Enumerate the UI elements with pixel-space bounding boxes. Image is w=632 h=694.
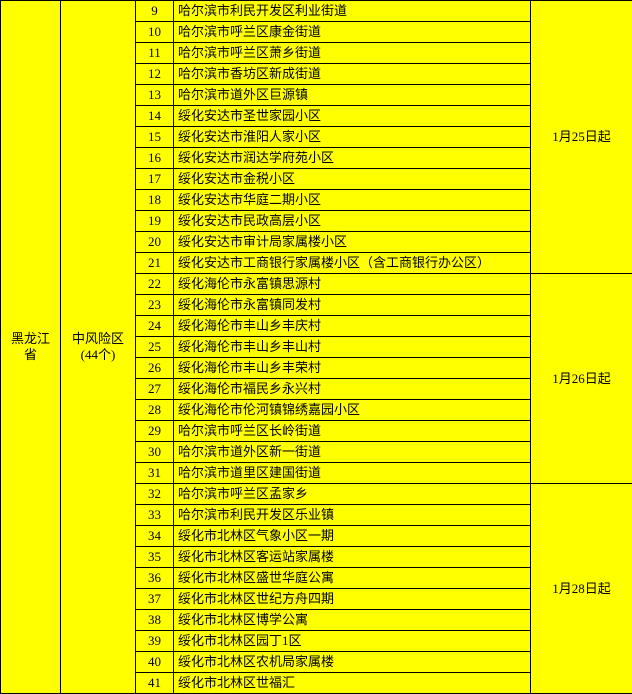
- area-name: 绥化市北林区盛世华庭公寓: [174, 568, 531, 589]
- row-number: 29: [136, 421, 174, 442]
- row-number: 32: [136, 484, 174, 505]
- row-number: 18: [136, 190, 174, 211]
- area-name: 绥化安达市华庭二期小区: [174, 190, 531, 211]
- row-number: 15: [136, 127, 174, 148]
- table-row: 黑龙江省中风险区 (44个)9哈尔滨市利民开发区利业街道1月25日起: [1, 1, 632, 22]
- area-name: 绥化安达市润达学府苑小区: [174, 148, 531, 169]
- date-cell: 1月28日起: [531, 484, 632, 694]
- row-number: 11: [136, 43, 174, 64]
- row-number: 39: [136, 631, 174, 652]
- row-number: 38: [136, 610, 174, 631]
- area-name: 绥化海伦市永富镇思源村: [174, 274, 531, 295]
- row-number: 12: [136, 64, 174, 85]
- area-name: 哈尔滨市道外区新一街道: [174, 442, 531, 463]
- row-number: 28: [136, 400, 174, 421]
- area-name: 绥化市北林区气象小区一期: [174, 526, 531, 547]
- area-name: 绥化市北林区世纪方舟四期: [174, 589, 531, 610]
- area-name: 哈尔滨市呼兰区长岭街道: [174, 421, 531, 442]
- area-name: 绥化海伦市福民乡永兴村: [174, 379, 531, 400]
- area-name: 绥化安达市淮阳人家小区: [174, 127, 531, 148]
- area-name: 绥化海伦市伦河镇锦绣嘉园小区: [174, 400, 531, 421]
- row-number: 25: [136, 337, 174, 358]
- row-number: 35: [136, 547, 174, 568]
- row-number: 26: [136, 358, 174, 379]
- row-number: 36: [136, 568, 174, 589]
- risk-level-cell: 中风险区 (44个): [61, 1, 136, 694]
- row-number: 10: [136, 22, 174, 43]
- row-number: 16: [136, 148, 174, 169]
- area-name: 哈尔滨市利民开发区利业街道: [174, 1, 531, 22]
- row-number: 22: [136, 274, 174, 295]
- area-name: 哈尔滨市香坊区新成街道: [174, 64, 531, 85]
- area-name: 绥化安达市圣世家园小区: [174, 106, 531, 127]
- risk-area-table: 黑龙江省中风险区 (44个)9哈尔滨市利民开发区利业街道1月25日起10哈尔滨市…: [0, 0, 632, 694]
- row-number: 33: [136, 505, 174, 526]
- date-cell: 1月26日起: [531, 274, 632, 484]
- area-name: 哈尔滨市呼兰区孟家乡: [174, 484, 531, 505]
- row-number: 13: [136, 85, 174, 106]
- row-number: 19: [136, 211, 174, 232]
- area-name: 绥化海伦市永富镇同发村: [174, 295, 531, 316]
- area-name: 哈尔滨市呼兰区康金街道: [174, 22, 531, 43]
- row-number: 17: [136, 169, 174, 190]
- province-cell: 黑龙江省: [1, 1, 61, 694]
- area-name: 哈尔滨市利民开发区乐业镇: [174, 505, 531, 526]
- row-number: 31: [136, 463, 174, 484]
- row-number: 27: [136, 379, 174, 400]
- row-number: 23: [136, 295, 174, 316]
- row-number: 20: [136, 232, 174, 253]
- row-number: 34: [136, 526, 174, 547]
- row-number: 30: [136, 442, 174, 463]
- area-name: 哈尔滨市道里区建国街道: [174, 463, 531, 484]
- area-name: 绥化海伦市丰山乡丰庆村: [174, 316, 531, 337]
- row-number: 40: [136, 652, 174, 673]
- area-name: 绥化市北林区园丁1区: [174, 631, 531, 652]
- area-name: 绥化安达市金税小区: [174, 169, 531, 190]
- area-name: 绥化安达市工商银行家属楼小区（含工商银行办公区）: [174, 253, 531, 274]
- area-name: 绥化市北林区博学公寓: [174, 610, 531, 631]
- area-name: 哈尔滨市呼兰区萧乡街道: [174, 43, 531, 64]
- area-name: 绥化安达市审计局家属楼小区: [174, 232, 531, 253]
- area-name: 绥化海伦市丰山乡丰荣村: [174, 358, 531, 379]
- row-number: 14: [136, 106, 174, 127]
- area-name: 绥化市北林区客运站家属楼: [174, 547, 531, 568]
- row-number: 37: [136, 589, 174, 610]
- area-name: 哈尔滨市道外区巨源镇: [174, 85, 531, 106]
- area-name: 绥化安达市民政高层小区: [174, 211, 531, 232]
- area-name: 绥化市北林区世福汇: [174, 673, 531, 694]
- row-number: 21: [136, 253, 174, 274]
- row-number: 24: [136, 316, 174, 337]
- area-name: 绥化海伦市丰山乡丰山村: [174, 337, 531, 358]
- area-name: 绥化市北林区农机局家属楼: [174, 652, 531, 673]
- row-number: 9: [136, 1, 174, 22]
- row-number: 41: [136, 673, 174, 694]
- date-cell: 1月25日起: [531, 1, 632, 274]
